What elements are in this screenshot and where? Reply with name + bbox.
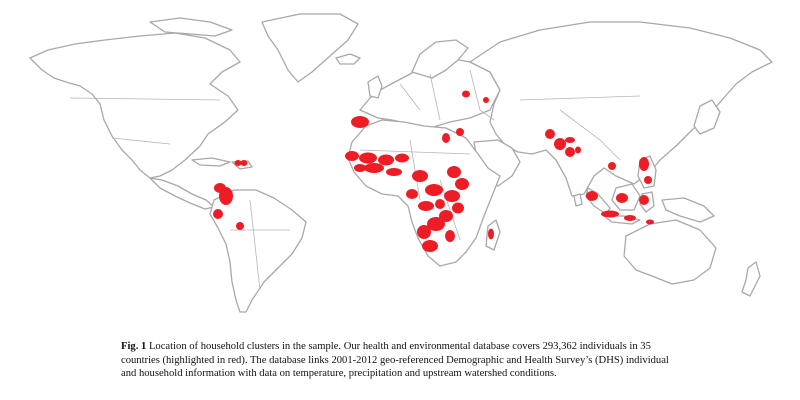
caption-text: Location of household clusters in the sa… bbox=[121, 341, 669, 380]
cluster-west-africa-6 bbox=[386, 168, 402, 176]
japan bbox=[693, 99, 721, 135]
border-europe-2 bbox=[429, 73, 441, 121]
border-africa-2 bbox=[409, 139, 421, 201]
cluster-indonesia-4 bbox=[616, 193, 628, 203]
sri-lanka bbox=[573, 193, 583, 207]
figure-caption: Fig. 1 Location of household clusters in… bbox=[121, 340, 681, 381]
iceland bbox=[335, 53, 361, 65]
new-zealand bbox=[741, 261, 761, 297]
cluster-philippines-1 bbox=[639, 157, 649, 171]
cluster-timor-leste-1 bbox=[646, 219, 654, 225]
north-america bbox=[29, 32, 241, 179]
cluster-azerbaijan-1 bbox=[483, 97, 489, 103]
border-russia bbox=[469, 69, 495, 121]
land-masses bbox=[29, 13, 773, 313]
cluster-peru-1 bbox=[213, 209, 223, 219]
central-america bbox=[149, 177, 215, 210]
world-map bbox=[29, 13, 773, 313]
cluster-india-1 bbox=[554, 138, 566, 150]
border-europe-1 bbox=[399, 83, 421, 111]
cluster-morocco-1 bbox=[351, 116, 369, 128]
cluster-southern-africa-4 bbox=[422, 240, 438, 252]
border-africa-1 bbox=[359, 149, 471, 155]
cluster-haiti-1 bbox=[234, 160, 242, 166]
cluster-central-africa-1 bbox=[412, 170, 428, 182]
border-africa-3 bbox=[439, 179, 461, 241]
border-asia-2 bbox=[559, 109, 621, 161]
cluster-east-africa-4 bbox=[452, 202, 464, 214]
cluster-east-africa-1 bbox=[447, 166, 461, 178]
cluster-central-africa-2 bbox=[425, 184, 443, 196]
cluster-madagascar-1 bbox=[488, 228, 494, 240]
cluster-bolivia-1 bbox=[236, 222, 244, 230]
cluster-east-africa-3 bbox=[444, 190, 460, 202]
world-map-panel bbox=[29, 13, 773, 313]
cluster-indonesia-2 bbox=[601, 210, 619, 218]
cluster-west-africa-1 bbox=[345, 151, 359, 161]
cluster-indonesia-5 bbox=[639, 195, 649, 205]
cluster-dominican-republic-1 bbox=[240, 160, 248, 166]
cluster-bangladesh-1 bbox=[575, 146, 581, 154]
cluster-central-africa-4 bbox=[418, 201, 434, 211]
highlighted-clusters bbox=[213, 90, 654, 252]
cluster-egypt-1 bbox=[442, 133, 450, 143]
border-sa-2 bbox=[249, 199, 261, 291]
border-usa-canada bbox=[69, 97, 221, 101]
cluster-west-africa-7 bbox=[354, 164, 366, 172]
cluster-east-africa-5 bbox=[439, 210, 453, 222]
caption-label: Fig. 1 bbox=[121, 341, 147, 352]
cluster-colombia-2 bbox=[214, 183, 226, 193]
cluster-southern-africa-1 bbox=[427, 217, 445, 231]
cluster-pakistan-1 bbox=[545, 129, 555, 139]
cluster-west-africa-3 bbox=[378, 154, 394, 166]
cluster-west-africa-5 bbox=[364, 163, 384, 173]
greenland bbox=[261, 13, 359, 83]
cluster-jordan-1 bbox=[456, 128, 464, 136]
british-isles bbox=[367, 75, 383, 99]
cluster-philippines-2 bbox=[644, 176, 652, 184]
new-guinea bbox=[661, 197, 715, 223]
cluster-indonesia-3 bbox=[624, 215, 636, 221]
cluster-southern-africa-2 bbox=[417, 225, 431, 239]
cluster-southern-africa-3 bbox=[445, 230, 455, 242]
cluster-nepal-1 bbox=[565, 137, 575, 143]
cluster-cambodia-1 bbox=[608, 162, 616, 170]
border-asia-1 bbox=[519, 95, 641, 101]
cluster-central-africa-5 bbox=[435, 199, 445, 209]
cluster-ukraine-1 bbox=[462, 90, 470, 98]
cluster-central-africa-3 bbox=[406, 189, 418, 199]
cluster-india-2 bbox=[565, 147, 575, 157]
cluster-west-africa-2 bbox=[359, 152, 377, 164]
south-america bbox=[209, 189, 307, 313]
australia bbox=[623, 219, 717, 285]
cuba bbox=[191, 157, 231, 167]
border-usa-mexico bbox=[111, 137, 171, 145]
arctic-islands bbox=[149, 17, 233, 37]
scandinavia bbox=[411, 39, 469, 79]
cluster-west-africa-4 bbox=[395, 153, 409, 163]
cluster-east-africa-2 bbox=[455, 178, 469, 190]
cluster-indonesia-1 bbox=[586, 191, 598, 201]
